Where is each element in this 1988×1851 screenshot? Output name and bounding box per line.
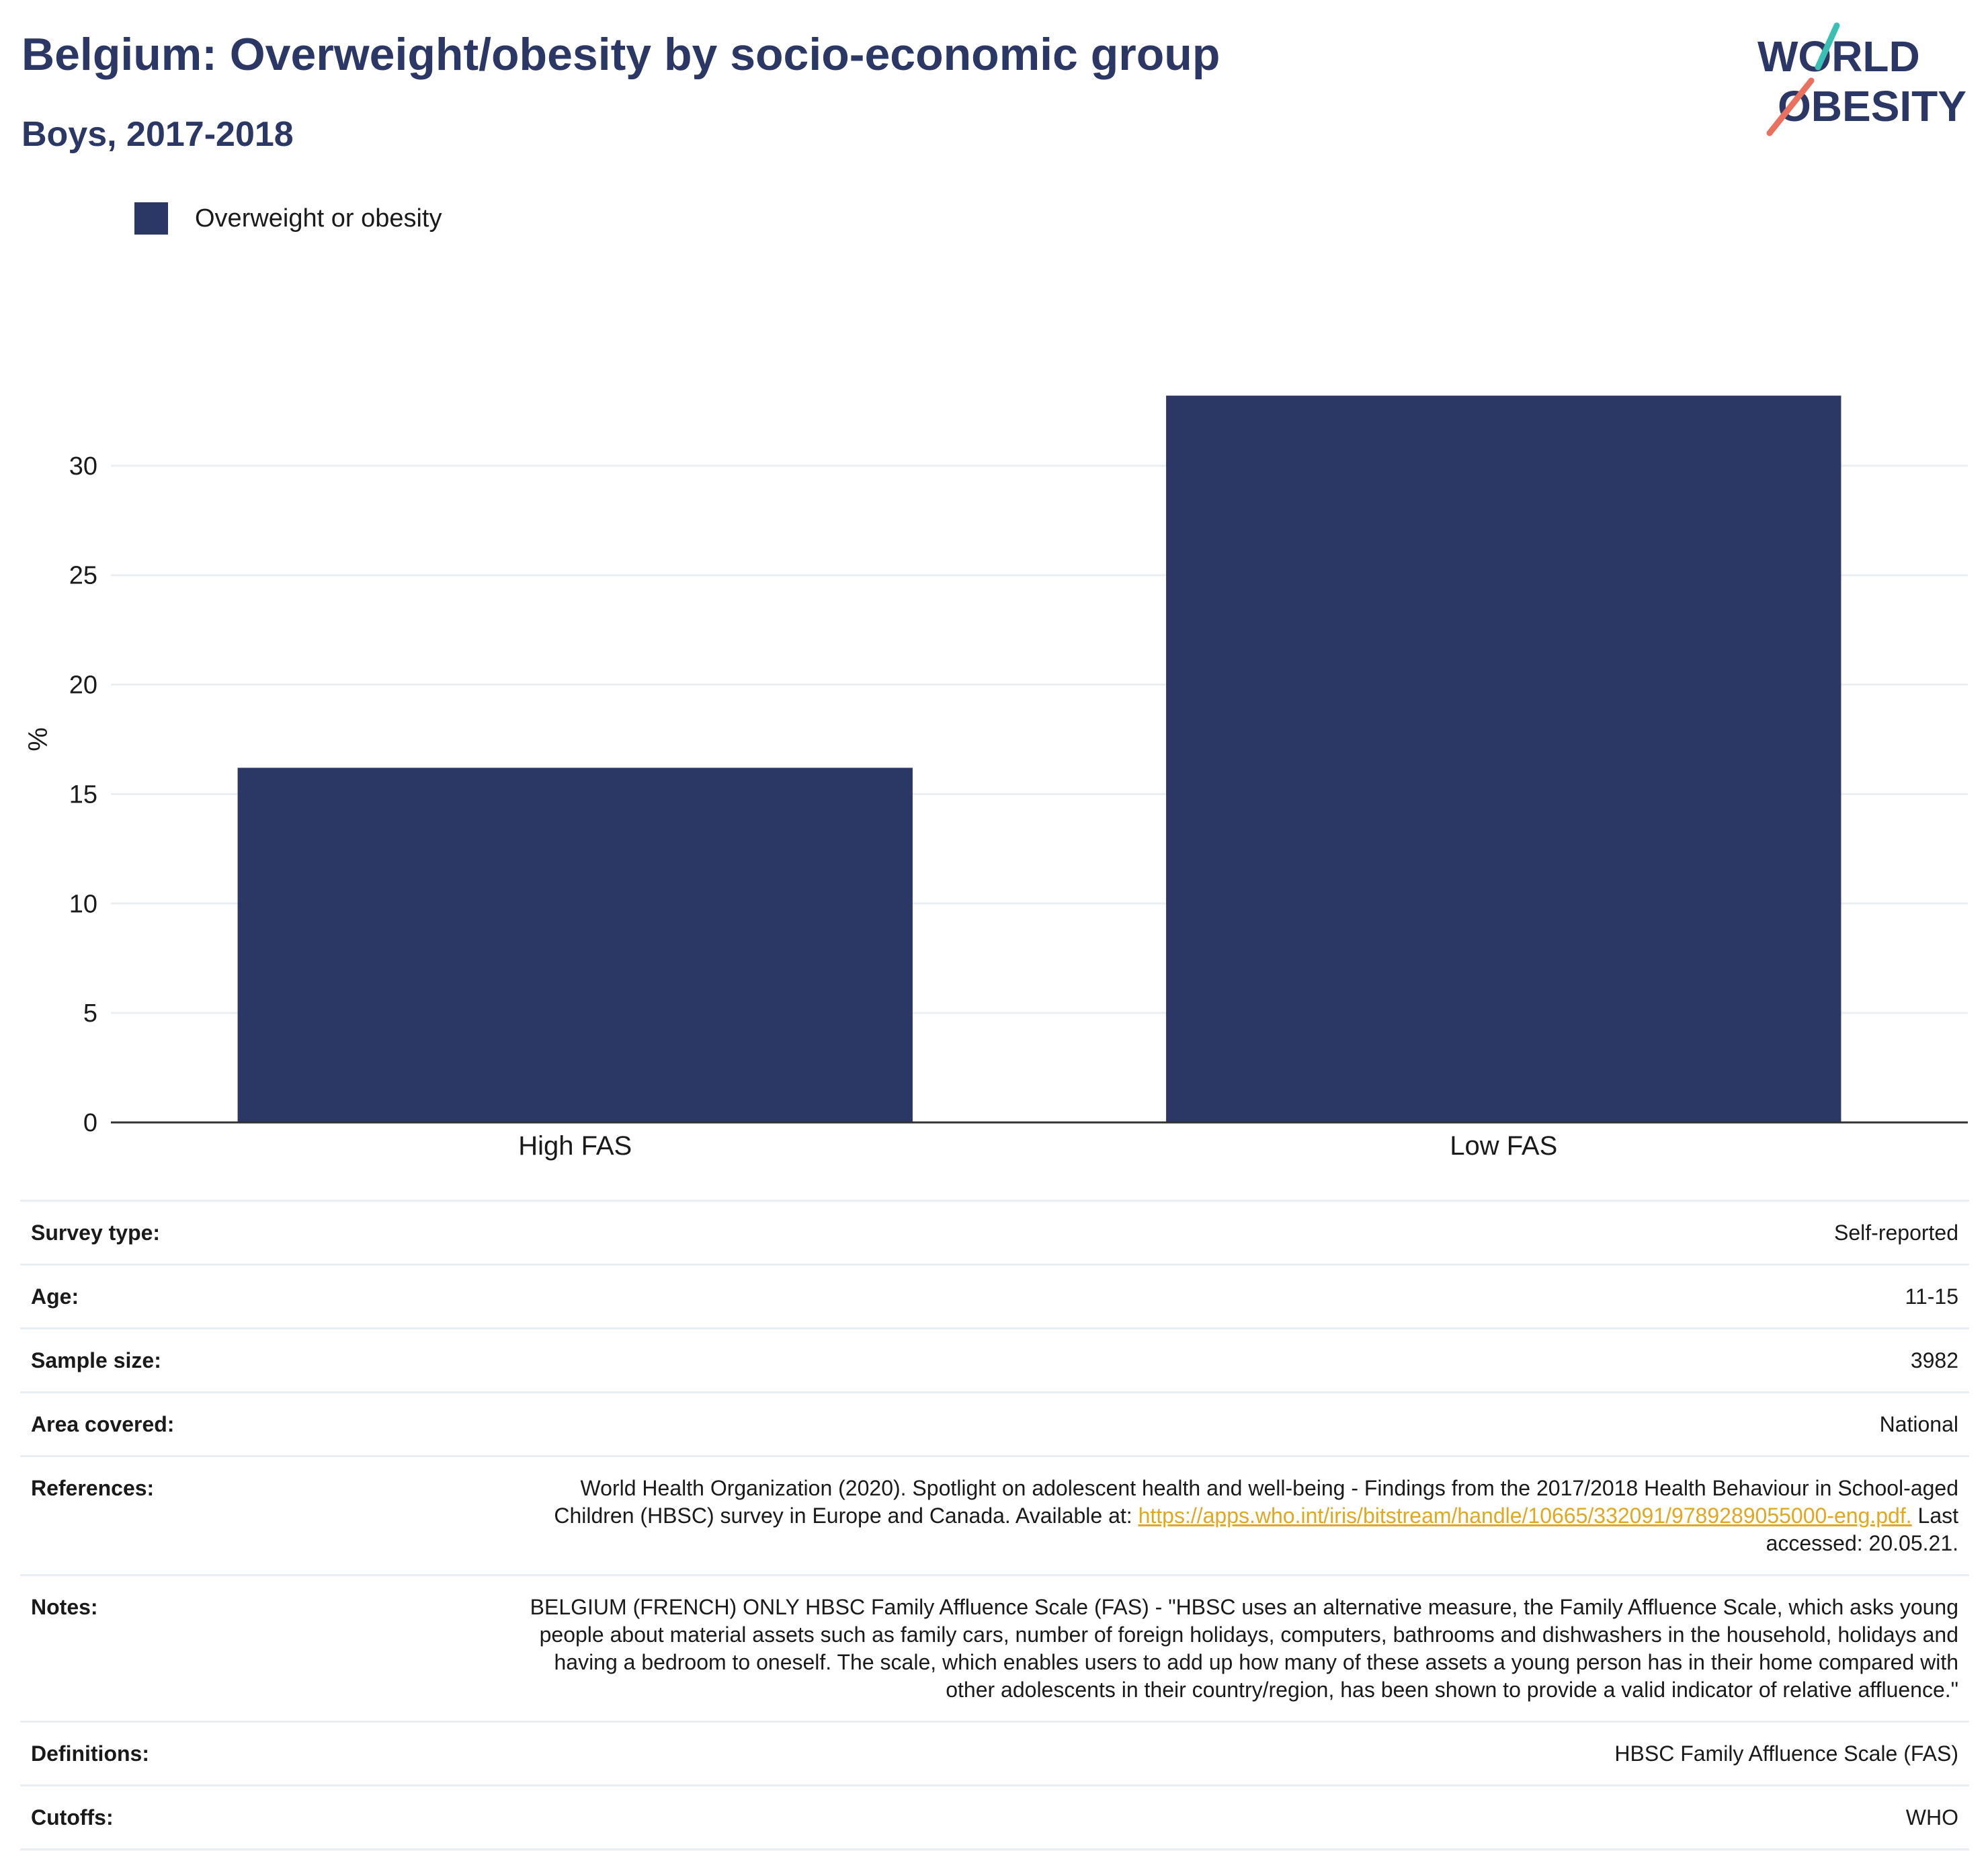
table-row: Notes: BELGIUM (FRENCH) ONLY HBSC Family … (20, 1576, 1969, 1723)
meta-value-text: HBSC Family Affluence Scale (FAS) (1614, 1741, 1958, 1766)
meta-value: HBSC Family Affluence Scale (FAS) (1614, 1740, 1958, 1768)
svg-text:WORLD: WORLD (1757, 32, 1920, 81)
y-tick-label: 30 (69, 452, 97, 481)
table-row: Sample size: 3982 (20, 1329, 1969, 1393)
meta-value-text: Self-reported (1834, 1221, 1958, 1245)
meta-key: Sample size: (31, 1348, 161, 1372)
meta-value: BELGIUM (FRENCH) ONLY HBSC Family Afflue… (507, 1594, 1958, 1704)
meta-key: References: (31, 1476, 155, 1500)
table-row: References: World Health Organization (20… (20, 1457, 1969, 1576)
chart-legend: Overweight or obesity (134, 200, 442, 237)
meta-value: 3982 (1911, 1347, 1958, 1374)
meta-value: World Health Organization (2020). Spotli… (507, 1475, 1958, 1557)
meta-value-suffix: Last accessed: 20.05.21. (1766, 1504, 1958, 1555)
meta-value-text: 11-15 (1905, 1284, 1958, 1309)
table-row: Cutoffs: WHO (20, 1786, 1969, 1850)
bar-chart: 0 5 10 15 20 25 30% High FAS Low FAS (24, 395, 1968, 1161)
table-row: Definitions: HBSC Family Affluence Scale … (20, 1723, 1969, 1786)
y-tick-label: 0 (83, 1109, 97, 1137)
meta-value: WHO (1906, 1804, 1958, 1832)
legend-swatch (134, 202, 168, 235)
x-tick-label: High FAS (518, 1131, 632, 1161)
meta-value-text: WHO (1905, 1805, 1958, 1829)
meta-value-text: National (1879, 1412, 1958, 1436)
bar-low-fas (1166, 395, 1841, 1122)
meta-value: 11-15 (1905, 1283, 1958, 1311)
world-obesity-logo: WORLD OBESITY (1757, 22, 1966, 136)
svg-text:OBESITY: OBESITY (1778, 82, 1966, 130)
meta-key: Age: (31, 1284, 79, 1309)
y-tick-label: 5 (83, 999, 97, 1028)
meta-value-text: BELGIUM (FRENCH) ONLY HBSC Family Afflue… (530, 1595, 1958, 1702)
meta-value: Self-reported (1834, 1219, 1958, 1247)
y-tick-label: 15 (69, 780, 97, 809)
legend-label: Overweight or obesity (195, 204, 442, 233)
meta-value-text: World Health Organization (2020). Spotli… (554, 1476, 1958, 1528)
y-tick-label: 10 (69, 890, 97, 918)
y-axis-title: % (24, 727, 53, 751)
page-title: Belgium: Overweight/obesity by socio-eco… (22, 29, 1220, 80)
reference-link[interactable]: https://apps.who.int/iris/bitstream/hand… (1138, 1504, 1912, 1528)
meta-value-text: 3982 (1910, 1348, 1958, 1372)
y-tick-label: 20 (69, 671, 97, 700)
table-row: Age: 11-15 (20, 1266, 1969, 1329)
meta-key: Notes: (31, 1595, 98, 1619)
meta-key: Area covered: (31, 1412, 175, 1436)
meta-key: Cutoffs: (31, 1805, 114, 1829)
x-tick-label: Low FAS (1450, 1131, 1557, 1161)
page-subtitle: Boys, 2017-2018 (22, 115, 294, 154)
meta-value: National (1880, 1411, 1958, 1438)
meta-key: Survey type: (31, 1221, 161, 1245)
table-row: Survey type: Self-reported (20, 1202, 1969, 1266)
y-tick-label: 25 (69, 562, 97, 590)
metadata-table: Survey type: Self-reported Age: 11-15 Sample… (20, 1200, 1969, 1850)
bar-high-fas (237, 768, 913, 1122)
table-row: Area covered: National (20, 1393, 1969, 1457)
meta-key: Definitions: (31, 1741, 149, 1766)
